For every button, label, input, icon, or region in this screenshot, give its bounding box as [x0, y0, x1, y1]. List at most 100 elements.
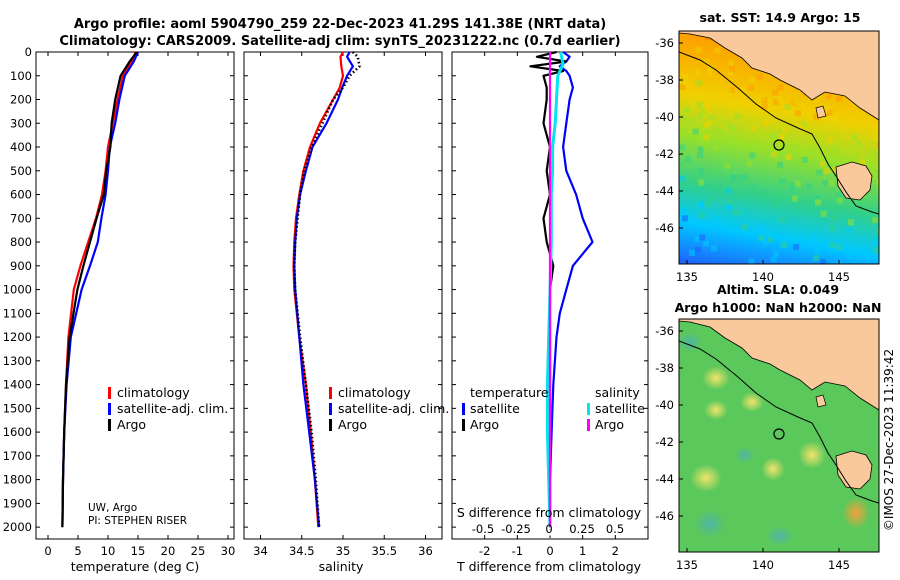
depth-tick-label: 2000 — [3, 520, 32, 534]
difference-series — [529, 50, 594, 539]
legend-label-s-argo: Argo — [595, 417, 624, 432]
sst-pixel — [758, 234, 765, 241]
sst-shelf-contour — [679, 51, 879, 215]
sst-pixel — [699, 234, 706, 241]
sst-pixel — [871, 134, 878, 140]
sst-pixel — [733, 209, 740, 216]
sst-pixel — [709, 195, 716, 202]
sst-pixel — [827, 153, 834, 160]
sst-map-frame — [678, 30, 880, 265]
sst-pixel — [820, 259, 827, 264]
depth-tick-label: 400 — [10, 140, 32, 154]
map-y-tick-label: -42 — [655, 435, 674, 449]
s-diff-tick: -0.5 — [472, 522, 494, 536]
sst-pixel — [689, 249, 695, 256]
sst-pixel — [838, 110, 845, 117]
depth-tick-label: 1200 — [3, 330, 32, 344]
sst-pixel — [683, 106, 690, 113]
sst-pixel — [776, 96, 783, 103]
sla-anomaly-blob — [694, 510, 726, 538]
sla-anomaly-blob — [766, 526, 794, 546]
depth-tick-label: 800 — [10, 235, 32, 249]
legend-title-salinity: salinity — [595, 385, 640, 400]
legend-label-t-argo: Argo — [470, 417, 499, 432]
sst-pixel — [859, 160, 866, 167]
salinity-series — [292, 51, 361, 528]
legend-label-climatology: climatology — [117, 385, 190, 400]
sst-pixel — [848, 219, 854, 226]
sst-pixel — [725, 88, 732, 95]
sst-pixel — [772, 89, 778, 96]
sla-argo-marker — [773, 428, 785, 440]
sla-map-title-line1: Altim. SLA: 0.049 — [717, 282, 839, 297]
legend-marker-s-satellite — [587, 403, 590, 415]
sal-legend-marker-climatology — [329, 387, 332, 399]
salinity-x-axis: 34 34.5 35 35.5 36 — [244, 51, 442, 558]
sst-pixel — [872, 239, 879, 246]
sst-pixel — [870, 150, 877, 157]
sst-pixel — [872, 217, 879, 224]
sst-pixel — [823, 168, 830, 175]
sst-pixel — [784, 104, 791, 111]
sla-anomaly-blob — [740, 392, 764, 412]
depth-tick-label: 1900 — [3, 496, 32, 510]
sst-pixel — [726, 187, 732, 194]
sst-pixel — [785, 154, 792, 160]
sst-pixel — [788, 108, 795, 114]
sla-anomaly-blob — [690, 464, 722, 492]
sst-pixel — [706, 69, 713, 76]
series-line-salinity-satellite — [545, 51, 565, 528]
sst-pixel — [815, 199, 821, 206]
depth-tick-label: 100 — [10, 69, 32, 83]
sst-pixel — [820, 210, 827, 217]
sst-pixel — [851, 133, 858, 140]
temperature-series — [61, 51, 140, 528]
sst-pixel — [871, 172, 878, 179]
sst-pixel — [740, 87, 747, 94]
sst-pixel — [741, 174, 747, 181]
x-tick-label: 1 — [579, 544, 586, 558]
sst-pixel — [707, 100, 713, 107]
map-y-tick-label: -46 — [655, 509, 674, 523]
s-diff-tick: -0.25 — [501, 522, 531, 536]
sst-pixel — [773, 250, 779, 257]
depth-tick-label: 500 — [10, 164, 32, 178]
depth-axis: 0 100 200 300 400 500 600 700 800 900 1000 1100 1200… — [3, 45, 32, 534]
sst-pixel — [714, 188, 721, 194]
sst-pixel — [725, 203, 732, 210]
sst-pixel — [749, 152, 755, 159]
sst-pixel — [748, 85, 754, 91]
sst-pixel — [682, 215, 688, 222]
sst-pixel — [761, 97, 768, 104]
sst-pixel — [836, 96, 843, 102]
sst-pixel — [724, 101, 731, 108]
sst-pixel — [812, 195, 819, 202]
sst-pixel — [779, 178, 786, 185]
difference-legend: temperature salinity satellite Argo sate… — [462, 385, 645, 432]
sst-pixel — [811, 145, 818, 152]
x-tick-label: 20 — [161, 544, 176, 558]
sst-pixel — [679, 84, 686, 90]
sst-pixel — [815, 195, 822, 202]
sla-shelf-contour — [679, 340, 879, 504]
sst-pixel — [832, 145, 839, 152]
sst-pixel — [724, 162, 731, 169]
x-tick-label: -2 — [479, 544, 490, 558]
sst-pixel — [737, 175, 743, 182]
map-x-tick-label: 135 — [676, 270, 698, 284]
sst-pixel — [762, 146, 769, 153]
sst-pixel — [696, 113, 703, 120]
sst-map-axes: 135 140 145 -36 -38 -40 -42 -44 -46 — [655, 36, 850, 284]
map-y-tick-label: -38 — [655, 73, 674, 87]
sst-pixel — [836, 197, 843, 204]
series-line-temperature-satellite — [548, 51, 594, 528]
sst-pixel — [698, 201, 705, 208]
sla-island-land — [815, 394, 827, 408]
x-tick-label: 0 — [44, 544, 51, 558]
sst-pixel — [697, 135, 704, 142]
series-line-argo — [292, 51, 361, 528]
sst-pixel — [767, 236, 774, 243]
salinity-difference-ticklabels: -0.5 -0.25 0 0.25 0.5 — [472, 522, 624, 536]
legend-marker-argo — [108, 419, 111, 431]
